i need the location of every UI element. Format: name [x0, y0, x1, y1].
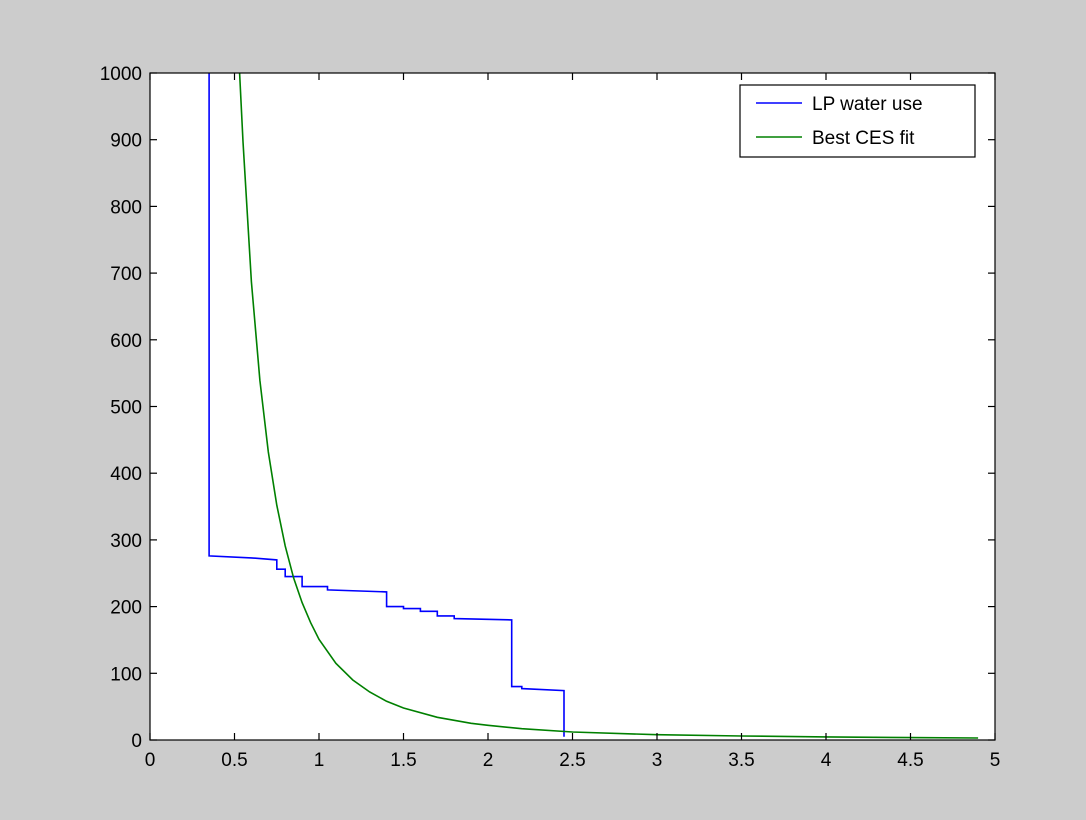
x-tick-label: 2 — [483, 750, 494, 771]
y-tick-label: 400 — [110, 464, 142, 485]
x-tick-label: 4.5 — [897, 750, 923, 771]
y-tick-label: 500 — [110, 398, 142, 419]
plot-area — [150, 73, 995, 740]
legend-label-lp-water-use: LP water use — [812, 94, 923, 115]
y-tick-label: 0 — [131, 731, 142, 752]
series-layer — [208, 73, 979, 739]
series-line-lp-water-use — [208, 73, 565, 737]
x-tick-label: 0 — [145, 750, 156, 771]
series-line-best-ces-fit — [238, 73, 979, 739]
x-tick-label: 3 — [652, 750, 663, 771]
x-tick-label: 0.5 — [221, 750, 247, 771]
x-tick-label: 2.5 — [559, 750, 585, 771]
y-tick-label: 200 — [110, 598, 142, 619]
x-tick-label: 3.5 — [728, 750, 754, 771]
y-tick-label: 600 — [110, 331, 142, 352]
y-tick-label: 900 — [110, 131, 142, 152]
legend: LP water use Best CES fit — [739, 84, 976, 158]
y-tick-label: 700 — [110, 264, 142, 285]
y-tick-label: 100 — [110, 664, 142, 685]
x-tick-label: 1 — [314, 750, 325, 771]
x-tick-label: 1.5 — [390, 750, 416, 771]
y-tick-label: 300 — [110, 531, 142, 552]
y-tick-label: 800 — [110, 197, 142, 218]
ticks-layer: 0 0.5 1 1.5 2 2.5 3 3.5 4 4.5 5 0 100 200 300 400 500 600… — [100, 64, 1001, 771]
x-tick-label: 5 — [990, 750, 1001, 771]
legend-label-best-ces-fit: Best CES fit — [812, 128, 915, 149]
x-tick-label: 4 — [821, 750, 832, 771]
legend-box — [739, 84, 976, 158]
y-tick-label: 1000 — [100, 64, 142, 85]
